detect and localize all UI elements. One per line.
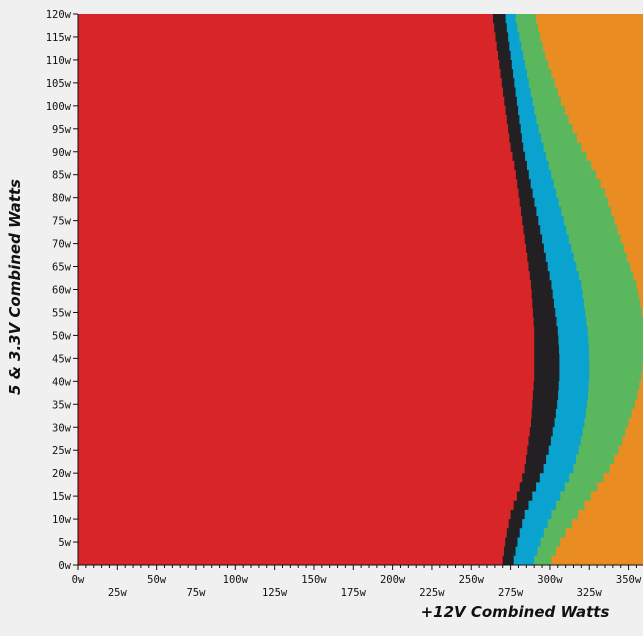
y-axis-ticks: 0w 5w 10w 15w 20w 25w 30w 35w 40w 45w 50w 55w 60w 65w…: [46, 9, 78, 572]
y-tick-label: 0w: [58, 560, 71, 572]
x-tick-label: 250w: [459, 574, 485, 586]
x-tick-label: 150w: [301, 574, 327, 586]
y-tick-label: 95w: [52, 124, 72, 136]
x-tick-label: 350w: [616, 574, 642, 586]
y-axis-title: 5 & 3.3V Combined Watts: [6, 179, 24, 395]
y-tick-label: 110w: [46, 55, 72, 67]
y-tick-label: 20w: [52, 468, 72, 480]
y-tick-label: 105w: [46, 78, 72, 90]
x-tick-label: 200w: [380, 574, 406, 586]
x-tick-label: 325w: [577, 587, 603, 599]
x-tick-label: 0w: [72, 574, 85, 586]
x-axis-title: +12V Combined Watts: [421, 603, 610, 621]
plot-area: [78, 14, 643, 565]
x-tick-label: 225w: [419, 587, 445, 599]
x-tick-label: 100w: [223, 574, 249, 586]
x-tick-label: 50w: [147, 574, 167, 586]
y-tick-label: 35w: [52, 399, 72, 411]
y-tick-label: 50w: [52, 330, 72, 342]
y-tick-label: 100w: [46, 101, 72, 113]
y-tick-label: 25w: [52, 445, 72, 457]
y-tick-label: 60w: [52, 285, 72, 297]
y-tick-label: 15w: [52, 491, 72, 503]
x-tick-label: 125w: [262, 587, 288, 599]
x-tick-label: 275w: [498, 587, 524, 599]
x-tick-label: 75w: [186, 587, 206, 599]
y-tick-label: 45w: [52, 353, 72, 365]
x-tick-label: 25w: [108, 587, 128, 599]
y-tick-label: 85w: [52, 170, 72, 182]
y-tick-label: 10w: [52, 514, 72, 526]
y-tick-label: 75w: [52, 216, 72, 228]
y-tick-label: 30w: [52, 422, 72, 434]
x-tick-label: 175w: [341, 587, 367, 599]
y-tick-label: 70w: [52, 239, 72, 251]
y-tick-label: 90w: [52, 147, 72, 159]
y-tick-label: 115w: [46, 32, 72, 44]
x-tick-label: 300w: [537, 574, 563, 586]
region-0: [78, 14, 535, 565]
y-tick-label: 80w: [52, 193, 72, 205]
y-tick-label: 40w: [52, 376, 72, 388]
x-axis-ticks: 0w 25w 50w 75w 100w 125w 150w 175w 200w 225w 250w 2…: [72, 565, 642, 599]
y-tick-label: 5w: [58, 537, 71, 549]
y-tick-label: 65w: [52, 262, 72, 274]
y-tick-label: 120w: [46, 9, 72, 21]
y-tick-label: 55w: [52, 307, 72, 319]
